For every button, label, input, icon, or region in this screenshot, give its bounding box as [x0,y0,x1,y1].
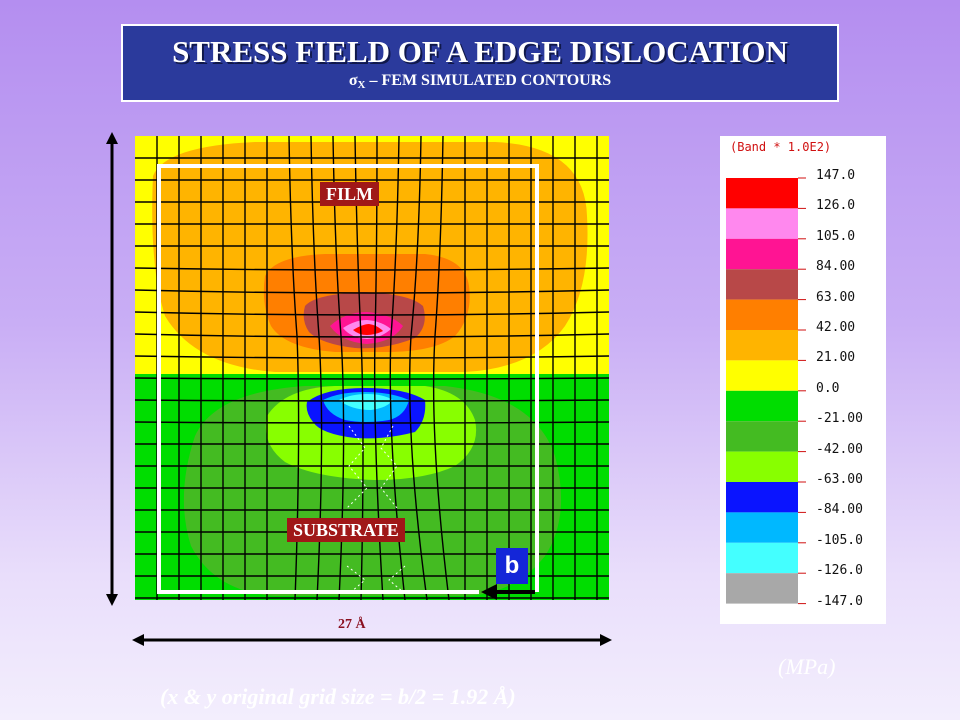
legend-swatch [726,451,798,482]
legend-title: (Band * 1.0E2) [730,140,832,154]
legend-value: -84.00 [816,502,863,518]
burgers-vector-label: b [496,548,528,584]
page-subtitle: σX – FEM SIMULATED CONTOURS [123,72,837,91]
legend-value: 0.0 [816,380,840,396]
legend-value: 126.0 [816,198,856,214]
sigma-symbol: σ [348,72,358,89]
legend-swatches [726,177,806,605]
legend-value: 84.00 [816,259,856,275]
legend-swatch [726,238,798,270]
dislocation-core-lines [346,425,406,593]
legend-value: -126.0 [816,563,863,579]
legend-swatch [726,421,798,452]
legend-swatch [726,390,798,422]
substrate-contour-126 [339,394,393,410]
legend-swatch [726,512,798,543]
legend-value: -42.00 [816,441,863,457]
legend-value: -147.0 [816,593,863,609]
legend-swatch [726,269,798,300]
color-legend: (Band * 1.0E2) 147.0 126.0 105.0 84.00 63.00… [720,136,886,624]
film-label: FILM [320,182,379,206]
legend-value: -105.0 [816,532,863,548]
legend-value: -63.00 [816,472,863,487]
sigma-index: X [357,79,366,91]
legend-value: 105.0 [816,228,856,244]
legend-value: 21.00 [816,350,856,366]
legend-swatch [726,178,798,209]
width-arrow [132,634,612,646]
legend-value: -21.00 [816,411,863,427]
legend-swatch [726,482,798,513]
legend-swatch [726,573,798,604]
page-title: STRESS FIELD OF A EDGE DISLOCATION [172,34,788,69]
substrate-label: SUBSTRATE [287,518,405,542]
legend-swatch [726,299,798,330]
legend-value: 147.0 [816,168,856,183]
legend-value: 42.00 [816,320,856,335]
title-box: STRESS FIELD OF A EDGE DISLOCATION σX – … [121,24,839,102]
contour-plot [135,136,609,600]
legend-value: 63.00 [816,289,856,305]
width-label: 27 Å [338,617,366,632]
height-arrow [106,132,118,606]
legend-swatch [726,360,798,391]
burgers-circuit [157,164,539,594]
contour-svg [135,136,609,600]
legend-swatch [726,208,798,239]
burgers-vector-head [481,584,497,600]
subtitle-text: – FEM SIMULATED CONTOURS [365,72,612,89]
legend-swatch [726,330,798,361]
fem-grid [135,136,609,600]
legend-swatch [726,542,798,574]
unit-label: (MPa) [778,654,836,679]
grid-size-footnote: (x & y original grid size = b/2 = 1.92 Å… [160,684,516,709]
